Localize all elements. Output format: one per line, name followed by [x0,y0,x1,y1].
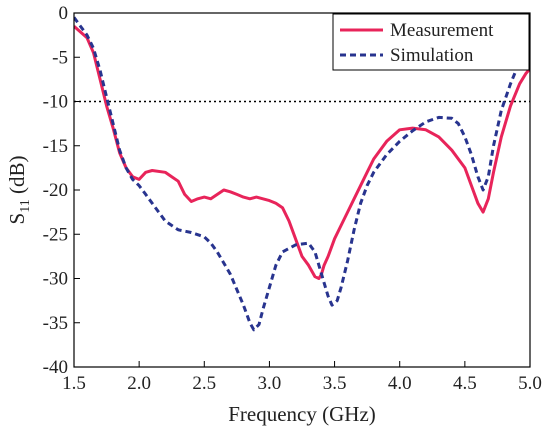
plot-area [74,13,530,367]
x-tick-label: 3.0 [258,373,282,394]
x-tick-label: 5.0 [518,373,542,394]
y-tick-label: -30 [43,269,68,290]
x-tick-label: 2.0 [127,373,151,394]
y-tick-label: -5 [52,47,68,68]
legend-box [332,13,530,71]
x-tick-label: 4.0 [388,373,412,394]
y-axis-title: S11 (dB) [5,156,33,225]
y-tick-label: -35 [43,313,68,334]
legend: Measurement Simulation [332,13,530,71]
x-tick-label: 1.5 [62,373,86,394]
y-tick-label: -10 [43,92,68,113]
y-tick-label: -40 [43,357,68,378]
y-tick-label: 0 [59,3,69,24]
x-tick-label: 4.5 [453,373,477,394]
series-line-simulation [74,16,530,332]
legend-label-measurement: Measurement [390,20,494,41]
y-axis-title-sub: 11 [18,199,33,212]
y-tick-label: -20 [43,180,68,201]
x-tick-label: 3.5 [323,373,347,394]
y-axis-title-rest: (dB) [5,156,29,200]
legend-label-simulation: Simulation [390,45,474,66]
x-tick-label: 2.5 [192,373,216,394]
y-tick-label: -25 [43,224,68,245]
y-axis-title-base: S [5,213,29,225]
y-tick-label: -15 [43,136,68,157]
series-line-measurement [74,25,530,280]
x-axis-title: Frequency (GHz) [228,402,376,426]
